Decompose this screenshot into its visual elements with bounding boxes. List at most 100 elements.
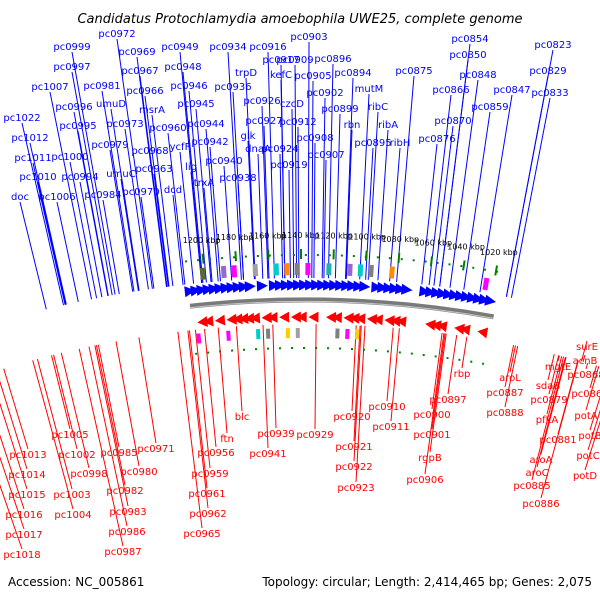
forward-gene-arrow: [460, 290, 473, 302]
forward-gene-arrow: [395, 283, 407, 295]
reverse-gene-arrow: [390, 315, 401, 327]
forward-gene-label: pc0870: [434, 116, 471, 127]
reverse-leader: [585, 362, 589, 370]
forward-leader: [182, 71, 204, 283]
reverse-gene-label: pc0881: [539, 435, 576, 446]
forward-gene-arrow: [347, 280, 359, 292]
reverse-gene-label: blc: [235, 412, 250, 423]
forward-gene-arrow: [305, 279, 317, 291]
major-tick: [429, 256, 433, 267]
reverse-gene-label: rbp: [454, 369, 471, 380]
reverse-gene-label: pc0923: [337, 483, 374, 494]
major-tick: [494, 265, 498, 276]
forward-gene-arrow: [442, 288, 455, 300]
reverse-gene-label: pc1017: [5, 530, 42, 541]
forward-leader: [179, 51, 203, 283]
forward-gene-arrow: [323, 279, 335, 291]
forward-leader: [29, 142, 67, 305]
reverse-leader: [353, 325, 362, 462]
forward-gene-label: pc0942: [191, 137, 228, 148]
reverse-gene-arrow: [197, 316, 208, 327]
reverse-leader: [187, 330, 209, 509]
reverse-gene-label: surE: [576, 342, 598, 353]
reverse-gene-label: pfkA: [536, 415, 559, 426]
forward-gene-label: pc0967: [121, 66, 158, 77]
reverse-leader: [355, 325, 366, 483]
forward-gene-label: pc1022: [3, 113, 40, 124]
reverse-gene-arrow: [261, 312, 272, 323]
forward-gene-arrow: [232, 281, 244, 293]
reverse-gene-label: pc1015: [8, 490, 45, 501]
forward-gene-label: pc0981: [83, 81, 120, 92]
reverse-leader: [531, 356, 565, 481]
forward-leader: [73, 111, 109, 297]
forward-leader: [291, 108, 295, 279]
forward-gene-arrow: [208, 283, 220, 295]
reverse-leader: [431, 333, 443, 410]
forward-gene-label: pc0916: [249, 42, 286, 53]
reverse-leader: [540, 357, 567, 455]
forward-gene-label: pc0969: [118, 47, 155, 58]
forward-gene-label: pc0945: [177, 99, 214, 110]
reverse-gene-arrow: [355, 313, 366, 325]
reverse-gene-label: pc1014: [8, 470, 45, 481]
forward-gene-arrow: [401, 283, 413, 295]
forward-leader: [439, 43, 471, 287]
forward-gene-arrow: [287, 279, 299, 291]
forward-leader: [294, 64, 298, 279]
forward-gene-label: ribA: [378, 120, 398, 131]
forward-gene-label: pc0940: [205, 156, 242, 167]
reverse-gene-arrow: [296, 311, 307, 323]
reverse-gene-arrow: [226, 313, 237, 325]
reverse-gene-label: pc0982: [106, 486, 143, 497]
map-title: Candidatus Protochlamydia amoebophila UW…: [77, 12, 522, 27]
forward-gene-label: pc0902: [306, 88, 343, 99]
forward-leader: [109, 149, 134, 292]
forward-gene-arrow: [436, 287, 449, 299]
forward-gene-arrow: [190, 285, 202, 297]
forward-gene-label: kefC: [270, 70, 292, 81]
reverse-leader: [547, 354, 555, 381]
reverse-leader: [235, 326, 243, 412]
reverse-leader: [461, 336, 468, 369]
reverse-leader: [584, 420, 600, 471]
reverse-leader: [540, 360, 579, 499]
forward-gene-label: pc0908: [296, 133, 333, 144]
forward-gene-label: pc0966: [126, 86, 163, 97]
reverse-gene-label: pc0921: [335, 442, 372, 453]
forward-gene-label: pc0894: [334, 68, 371, 79]
forward-gene-label: pc0960: [149, 123, 186, 134]
reverse-leader: [548, 355, 560, 395]
reverse-gene-label: pc0987: [104, 547, 141, 558]
forward-gene-arrow: [299, 279, 311, 291]
forward-gene-label: pc0833: [531, 88, 568, 99]
forward-gene-label: pc0876: [418, 134, 455, 145]
forward-leader: [510, 97, 551, 298]
forward-leader: [153, 173, 169, 287]
forward-gene-arrow: [430, 287, 443, 298]
forward-gene-label: trpD: [235, 68, 257, 79]
major-tick: [462, 260, 466, 271]
forward-leader: [37, 181, 67, 305]
reverse-gene-label: pc0887: [486, 388, 523, 399]
forward-gene-arrow: [448, 289, 461, 301]
forward-gene-label: ribH: [390, 138, 411, 149]
forward-gene-arrow: [377, 281, 389, 293]
reverse-gene-arrow: [279, 311, 290, 323]
reverse-leader: [53, 354, 78, 450]
reverse-gene-label: pc0888: [486, 408, 523, 419]
feature-block: [388, 266, 395, 279]
reverse-leader: [194, 329, 211, 469]
forward-gene-label: pc1006: [38, 192, 75, 203]
scale-label: 1100 kbp: [348, 233, 386, 242]
feature-block: [265, 328, 271, 339]
forward-gene-label: pc0996: [55, 102, 92, 113]
forward-gene-arrow: [359, 280, 371, 292]
forward-leader: [359, 93, 370, 280]
forward-leader: [288, 169, 291, 279]
scale-label: 1080 kbp: [381, 235, 419, 244]
feature-block: [482, 277, 490, 291]
forward-gene-label: ribC: [368, 102, 388, 113]
forward-leader: [32, 162, 66, 305]
reverse-gene-label: pc0986: [108, 527, 145, 538]
